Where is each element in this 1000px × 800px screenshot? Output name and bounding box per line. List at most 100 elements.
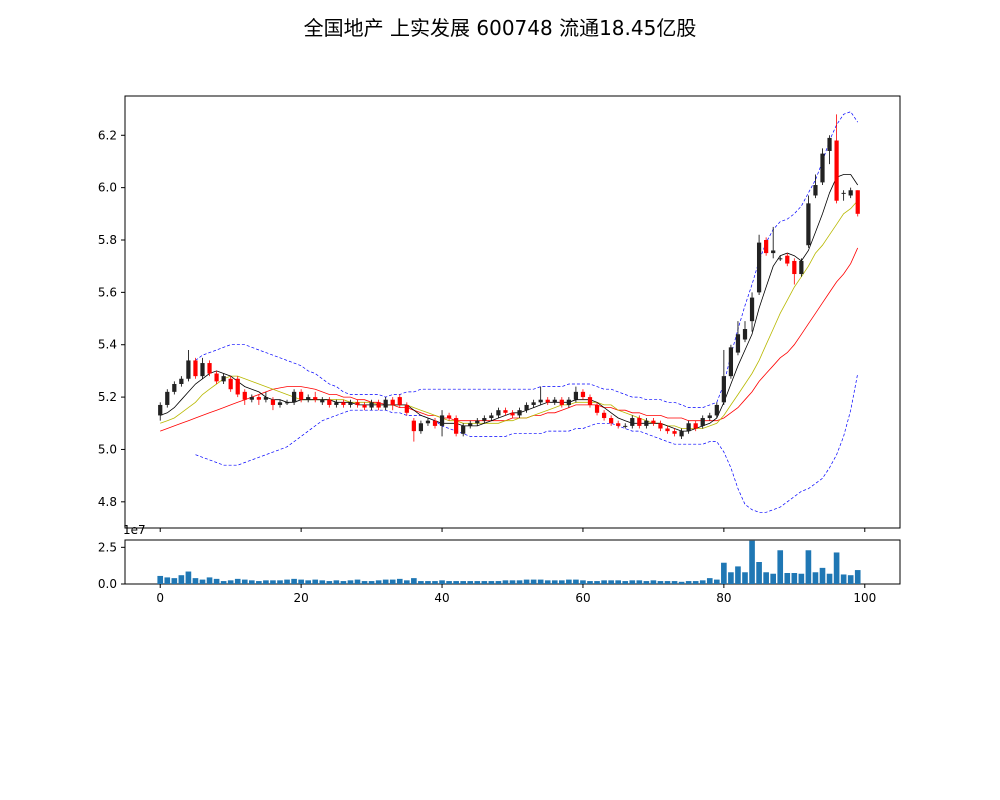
candle — [806, 195, 811, 248]
candle-body — [728, 347, 734, 377]
candle — [827, 135, 832, 165]
candle-body — [397, 397, 402, 405]
candle-body — [503, 410, 508, 413]
candle — [390, 397, 395, 411]
candle — [630, 415, 635, 429]
volume-bar — [812, 572, 819, 584]
candle-body — [855, 190, 860, 214]
candle-body — [594, 404, 600, 413]
candle-body — [785, 255, 790, 264]
candle-body — [334, 402, 339, 405]
candle-body — [559, 399, 564, 405]
price-ytick-label: 5.2 — [98, 390, 117, 404]
candle-body — [806, 203, 811, 246]
candle-body — [672, 431, 677, 434]
volume-bar — [664, 581, 671, 584]
candle — [778, 255, 783, 261]
volume-bar — [185, 571, 192, 584]
volume-bar — [678, 581, 685, 584]
volume-bar — [319, 580, 326, 584]
volume-bar — [784, 573, 791, 584]
volume-bar — [418, 581, 424, 584]
candle-body — [446, 415, 452, 419]
volume-bar — [657, 581, 664, 584]
candle — [355, 399, 360, 408]
volume-bar — [446, 581, 452, 584]
candle — [158, 402, 163, 421]
candle-body — [644, 420, 649, 426]
candle — [517, 407, 522, 419]
candle — [756, 234, 762, 295]
candle-body — [249, 397, 254, 400]
volume-bar — [551, 580, 558, 584]
volume-bar — [580, 580, 586, 584]
volume-bar — [368, 581, 375, 584]
candle-body — [848, 190, 853, 196]
candle — [644, 418, 649, 429]
volume-bar — [220, 581, 227, 584]
volume-bar — [559, 580, 565, 584]
candle-body — [193, 360, 198, 377]
candle-body — [735, 334, 741, 353]
candle — [348, 399, 353, 408]
candle-body — [665, 428, 670, 432]
candle — [249, 394, 254, 403]
candle — [334, 399, 339, 408]
price-ytick-label: 5.4 — [98, 338, 117, 352]
volume-bar — [382, 579, 389, 584]
volume-bar — [425, 581, 431, 584]
candle — [263, 391, 269, 403]
volume-bar — [840, 574, 847, 584]
candle — [510, 410, 515, 419]
volume-bar — [411, 578, 417, 584]
price-ytick-label: 5.8 — [98, 233, 117, 247]
volume-bar — [650, 580, 657, 584]
candle — [651, 418, 656, 426]
candle-body — [320, 399, 325, 403]
volume-bar — [375, 580, 382, 584]
candle-body — [228, 378, 233, 390]
candle — [369, 399, 374, 411]
candle — [721, 349, 726, 405]
candle — [186, 349, 191, 382]
volume-bar — [854, 570, 861, 584]
candle — [376, 399, 381, 411]
candle — [764, 237, 769, 256]
candle-body — [609, 418, 614, 424]
volume-bar — [206, 577, 213, 584]
candle — [454, 415, 459, 437]
volume-bar — [523, 579, 530, 584]
candle — [834, 114, 839, 204]
candle-body — [439, 415, 445, 426]
candle — [566, 397, 571, 408]
candle — [538, 386, 543, 405]
candle — [193, 357, 198, 379]
volume-bar — [326, 581, 333, 584]
candle-body — [679, 431, 684, 437]
candle-body — [623, 425, 628, 427]
candle — [707, 412, 712, 421]
candle — [277, 399, 283, 408]
volume-bar — [171, 578, 178, 584]
volume-bar — [671, 581, 678, 584]
volume-bar — [728, 572, 734, 584]
volume-bar — [234, 578, 241, 584]
candle — [714, 402, 719, 419]
volume-bar — [340, 581, 347, 584]
candle-body — [771, 250, 776, 254]
candle — [425, 418, 431, 426]
volume-bar — [819, 567, 826, 584]
candle-body — [432, 420, 438, 426]
candle-body — [496, 410, 501, 416]
volume-panel: 0.0 2.5 0 20 40 60 80 100 1e7 — [98, 523, 901, 605]
candle — [482, 415, 487, 424]
volume-bar — [284, 579, 290, 584]
candle-body — [580, 391, 586, 398]
candle — [214, 370, 219, 384]
candle — [291, 389, 297, 405]
candle-body — [531, 402, 536, 405]
candle — [461, 423, 466, 437]
price-frame — [124, 95, 901, 529]
volume-bar — [742, 572, 748, 584]
volume-bar — [749, 540, 755, 584]
